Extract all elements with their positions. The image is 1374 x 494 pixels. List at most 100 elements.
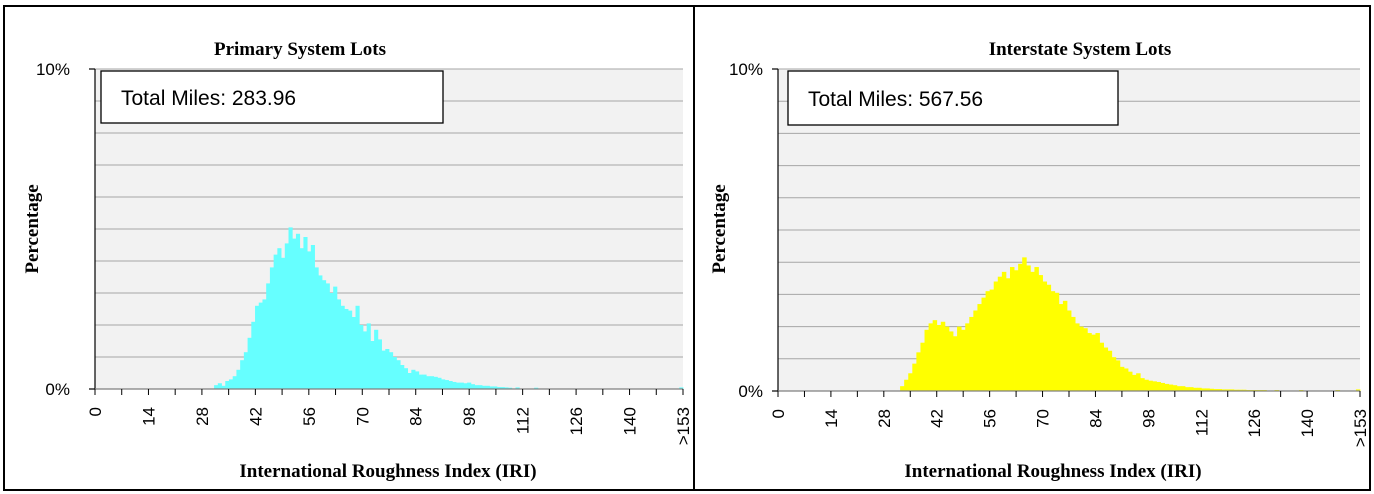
bar bbox=[232, 376, 237, 389]
bar bbox=[1119, 366, 1125, 391]
bar bbox=[977, 304, 982, 391]
bar bbox=[437, 377, 442, 389]
bar bbox=[1132, 374, 1137, 391]
bar bbox=[455, 382, 461, 389]
bar bbox=[965, 323, 970, 391]
bar bbox=[400, 365, 405, 389]
bar bbox=[355, 305, 360, 389]
bar bbox=[916, 352, 921, 391]
bar bbox=[407, 373, 412, 389]
bar bbox=[351, 317, 356, 389]
bar bbox=[251, 321, 256, 389]
bar bbox=[236, 369, 241, 389]
bar bbox=[426, 376, 431, 389]
bar bbox=[452, 381, 457, 389]
bar bbox=[900, 386, 905, 391]
chart-primary-svg: Primary System Lots 0 14 28 42 56 70 84 98 112 12… bbox=[22, 39, 693, 482]
chart-title: Primary System Lots bbox=[214, 39, 386, 60]
bar bbox=[1054, 292, 1060, 391]
chart-panel-primary: Primary System Lots 0 14 28 42 56 70 84 98 112 12… bbox=[3, 5, 695, 491]
bar bbox=[1180, 386, 1186, 391]
bar bbox=[459, 382, 464, 389]
bar bbox=[281, 257, 286, 389]
bar bbox=[370, 341, 375, 389]
x-tick-label: 126 bbox=[1245, 409, 1264, 437]
bar bbox=[411, 369, 416, 389]
bar bbox=[908, 373, 913, 391]
chart-panel-interstate: Interstate System Lots 0 14 28 42 56 70 84 98 11… bbox=[693, 5, 1371, 491]
bar bbox=[418, 374, 423, 389]
bar bbox=[1111, 357, 1117, 391]
bar bbox=[1001, 271, 1007, 391]
bar bbox=[1038, 275, 1043, 391]
bar bbox=[508, 387, 513, 389]
bar bbox=[936, 324, 942, 391]
bar bbox=[1189, 387, 1194, 391]
bar bbox=[1087, 333, 1092, 391]
bar bbox=[1237, 389, 1243, 391]
bar bbox=[1213, 389, 1218, 391]
bar bbox=[318, 275, 323, 389]
bar bbox=[389, 352, 394, 389]
bar bbox=[1075, 323, 1080, 391]
bar bbox=[1123, 368, 1129, 391]
bar bbox=[322, 280, 327, 389]
x-ticks-group: 0 14 28 42 56 70 84 98 112 126 140 >153 bbox=[769, 409, 1369, 447]
bar bbox=[985, 291, 991, 391]
bar bbox=[940, 321, 946, 391]
x-tick-label: 0 bbox=[86, 407, 105, 416]
axes-group bbox=[772, 68, 1361, 397]
bar bbox=[485, 385, 490, 389]
bar bbox=[217, 383, 222, 389]
bar bbox=[1229, 389, 1235, 391]
bar bbox=[1095, 333, 1100, 391]
bar bbox=[953, 336, 958, 391]
x-axis-title: International Roughness Index (IRI) bbox=[239, 461, 536, 482]
bar bbox=[1099, 342, 1104, 391]
bar bbox=[258, 302, 263, 389]
bar bbox=[214, 385, 219, 389]
bar bbox=[329, 293, 334, 389]
bar bbox=[243, 352, 248, 389]
y-tick-label-top: 10% bbox=[36, 60, 70, 79]
bar bbox=[1225, 389, 1231, 391]
bar bbox=[1184, 387, 1190, 391]
bar bbox=[415, 371, 420, 389]
bar bbox=[1209, 388, 1214, 391]
x-tick-label: 126 bbox=[567, 407, 586, 435]
bar bbox=[429, 376, 435, 389]
bar bbox=[314, 267, 319, 389]
x-tick-label: 42 bbox=[246, 407, 265, 426]
bar bbox=[1160, 382, 1166, 391]
bar bbox=[993, 281, 999, 391]
bar bbox=[470, 384, 475, 389]
bar bbox=[1241, 389, 1247, 391]
x-tick-label: 28 bbox=[875, 409, 894, 428]
bar bbox=[1042, 281, 1048, 391]
bar bbox=[928, 323, 934, 391]
bar bbox=[336, 299, 342, 389]
bar bbox=[359, 325, 364, 389]
bar bbox=[1030, 271, 1035, 391]
bar bbox=[489, 386, 494, 389]
bar bbox=[493, 386, 498, 389]
y-tick-label-top: 10% bbox=[729, 60, 763, 79]
bar bbox=[240, 360, 245, 389]
x-tick-label: 140 bbox=[621, 407, 640, 435]
bar bbox=[904, 379, 909, 391]
bar bbox=[1103, 347, 1109, 391]
bar bbox=[433, 376, 438, 389]
bar bbox=[515, 387, 520, 389]
bar bbox=[1144, 379, 1149, 391]
bar bbox=[1221, 389, 1227, 391]
bar bbox=[348, 310, 353, 389]
bar bbox=[362, 331, 368, 389]
x-tick-label: 28 bbox=[193, 407, 212, 426]
bar bbox=[310, 245, 315, 389]
bar bbox=[403, 368, 409, 389]
annotation-box bbox=[787, 70, 1119, 126]
bar bbox=[1197, 387, 1202, 391]
bar bbox=[288, 227, 293, 389]
bar bbox=[448, 381, 453, 389]
bar bbox=[247, 337, 252, 389]
